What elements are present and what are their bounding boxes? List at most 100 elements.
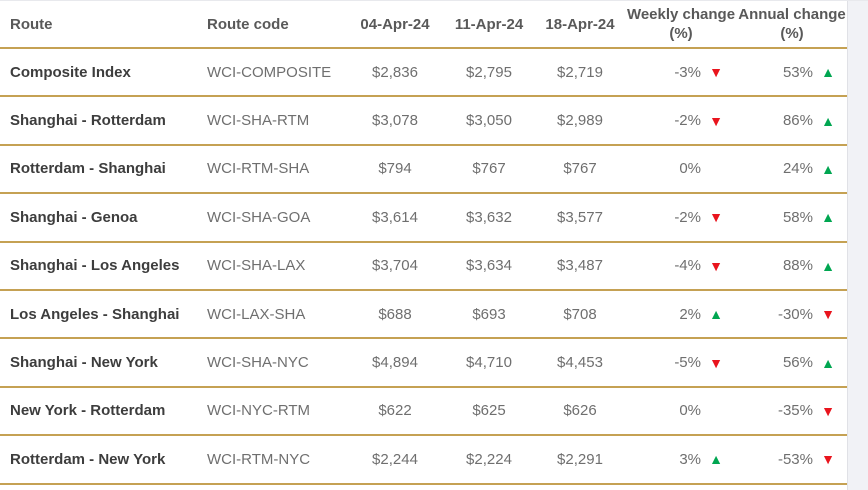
trend-arrow-icon: ▼ bbox=[821, 402, 835, 419]
price-value: $3,614 bbox=[372, 208, 418, 226]
change-value: -35% bbox=[777, 402, 813, 420]
table-row: Los Angeles - Shanghai WCI-LAX-SHA $688 … bbox=[0, 291, 847, 340]
price-value: $626 bbox=[563, 402, 597, 420]
page-background-strip bbox=[847, 1, 868, 490]
price-value: $3,704 bbox=[372, 257, 418, 275]
price-value: $4,453 bbox=[557, 354, 603, 372]
column-header-date-1: 04-Apr-24 bbox=[360, 15, 430, 33]
column-header-route-code: Route code bbox=[207, 15, 289, 33]
annual-change: 24% ▲ bbox=[737, 146, 847, 192]
annual-change: -53% ▼ bbox=[737, 436, 847, 482]
route-name: Shanghai - Los Angeles bbox=[10, 257, 180, 275]
weekly-change: 0% bbox=[625, 146, 737, 192]
weekly-change: -4% ▼ bbox=[625, 243, 737, 289]
weekly-change: -2% ▼ bbox=[625, 194, 737, 240]
change-value: 86% bbox=[782, 112, 813, 130]
price-value: $4,710 bbox=[466, 354, 512, 372]
route-code: WCI-SHA-NYC bbox=[207, 354, 309, 372]
trend-arrow-icon: ▲ bbox=[821, 209, 835, 226]
route-code: WCI-SHA-LAX bbox=[207, 257, 306, 275]
price-value: $3,078 bbox=[372, 112, 418, 130]
route-name: Rotterdam - Shanghai bbox=[10, 160, 166, 178]
weekly-change: 0% bbox=[625, 388, 737, 434]
change-value: 88% bbox=[782, 257, 813, 275]
trend-arrow-icon: ▲ bbox=[821, 64, 835, 81]
column-header-date-3: 18-Apr-24 bbox=[545, 15, 615, 33]
price-value: $3,050 bbox=[466, 112, 512, 130]
trend-arrow-icon: ▲ bbox=[821, 160, 835, 177]
price-value: $693 bbox=[472, 305, 506, 323]
route-name: Los Angeles - Shanghai bbox=[10, 305, 180, 323]
price-value: $688 bbox=[378, 305, 412, 323]
route-code: WCI-COMPOSITE bbox=[207, 63, 332, 81]
column-header-weekly-change: Weekly change (%) bbox=[626, 6, 736, 42]
annual-change: 58% ▲ bbox=[737, 194, 847, 240]
change-value: -2% bbox=[674, 112, 701, 130]
price-value: $625 bbox=[472, 402, 506, 420]
route-name: Composite Index bbox=[10, 63, 131, 81]
change-value: 24% bbox=[782, 160, 813, 178]
column-header-route: Route bbox=[10, 15, 53, 33]
change-value: 0% bbox=[679, 160, 701, 178]
change-value: -5% bbox=[674, 354, 701, 372]
trend-arrow-icon: ▼ bbox=[709, 209, 723, 226]
annual-change: 86% ▲ bbox=[737, 97, 847, 143]
trend-arrow-icon: ▲ bbox=[821, 112, 835, 129]
change-value: 56% bbox=[782, 354, 813, 372]
price-value: $2,719 bbox=[557, 63, 603, 81]
change-value: 53% bbox=[782, 63, 813, 81]
weekly-change: 2% ▲ bbox=[625, 291, 737, 337]
price-value: $2,989 bbox=[557, 112, 603, 130]
price-value: $708 bbox=[563, 305, 597, 323]
route-code: WCI-NYC-RTM bbox=[207, 402, 311, 420]
price-value: $2,224 bbox=[466, 450, 512, 468]
trend-arrow-icon: ▲ bbox=[821, 354, 835, 371]
trend-arrow-icon: ▼ bbox=[709, 64, 723, 81]
column-header-annual-change: Annual change (%) bbox=[738, 6, 846, 42]
change-value: 3% bbox=[679, 450, 701, 468]
freight-rates-table: Route Route code 04-Apr-24 11-Apr-24 18-… bbox=[0, 1, 847, 485]
route-name: Shanghai - Genoa bbox=[10, 208, 138, 226]
price-value: $3,577 bbox=[557, 208, 603, 226]
table-row: New York - Rotterdam WCI-NYC-RTM $622 $6… bbox=[0, 388, 847, 437]
route-name: New York - Rotterdam bbox=[10, 402, 166, 420]
annual-change: -35% ▼ bbox=[737, 388, 847, 434]
route-name: Rotterdam - New York bbox=[10, 450, 166, 468]
trend-arrow-icon: ▼ bbox=[821, 451, 835, 468]
change-value: -53% bbox=[777, 450, 813, 468]
price-value: $622 bbox=[378, 402, 412, 420]
table-row: Shanghai - Los Angeles WCI-SHA-LAX $3,70… bbox=[0, 243, 847, 291]
trend-arrow-icon: ▼ bbox=[709, 112, 723, 129]
route-name: Shanghai - Rotterdam bbox=[10, 112, 166, 130]
table-header-row: Route Route code 04-Apr-24 11-Apr-24 18-… bbox=[0, 1, 847, 49]
trend-arrow-icon: ▼ bbox=[821, 306, 835, 323]
price-value: $2,244 bbox=[372, 450, 418, 468]
trend-arrow-icon: ▲ bbox=[709, 451, 723, 468]
route-code: WCI-RTM-SHA bbox=[207, 160, 310, 178]
change-value: -4% bbox=[674, 257, 701, 275]
weekly-change: -2% ▼ bbox=[625, 97, 737, 143]
route-name: Shanghai - New York bbox=[10, 354, 158, 372]
annual-change: -30% ▼ bbox=[737, 291, 847, 337]
annual-change: 88% ▲ bbox=[737, 243, 847, 289]
table-row: Rotterdam - New York WCI-RTM-NYC $2,244 … bbox=[0, 436, 847, 485]
price-value: $767 bbox=[472, 160, 506, 178]
trend-arrow-icon: ▼ bbox=[709, 354, 723, 371]
price-value: $3,634 bbox=[466, 257, 512, 275]
weekly-change: -5% ▼ bbox=[625, 339, 737, 385]
change-value: 58% bbox=[782, 208, 813, 226]
annual-change: 53% ▲ bbox=[737, 49, 847, 95]
change-value: 0% bbox=[679, 402, 701, 420]
change-value: -2% bbox=[674, 208, 701, 226]
change-value: -3% bbox=[674, 63, 701, 81]
table-row: Rotterdam - Shanghai WCI-RTM-SHA $794 $7… bbox=[0, 146, 847, 195]
annual-change: 56% ▲ bbox=[737, 339, 847, 385]
price-value: $767 bbox=[563, 160, 597, 178]
change-value: 2% bbox=[679, 305, 701, 323]
route-code: WCI-SHA-RTM bbox=[207, 112, 310, 130]
column-header-date-2: 11-Apr-24 bbox=[454, 15, 524, 33]
table-row: Composite Index WCI-COMPOSITE $2,836 $2,… bbox=[0, 49, 847, 98]
route-code: WCI-RTM-NYC bbox=[207, 450, 311, 468]
price-value: $4,894 bbox=[372, 354, 418, 372]
route-code: WCI-LAX-SHA bbox=[207, 305, 306, 323]
